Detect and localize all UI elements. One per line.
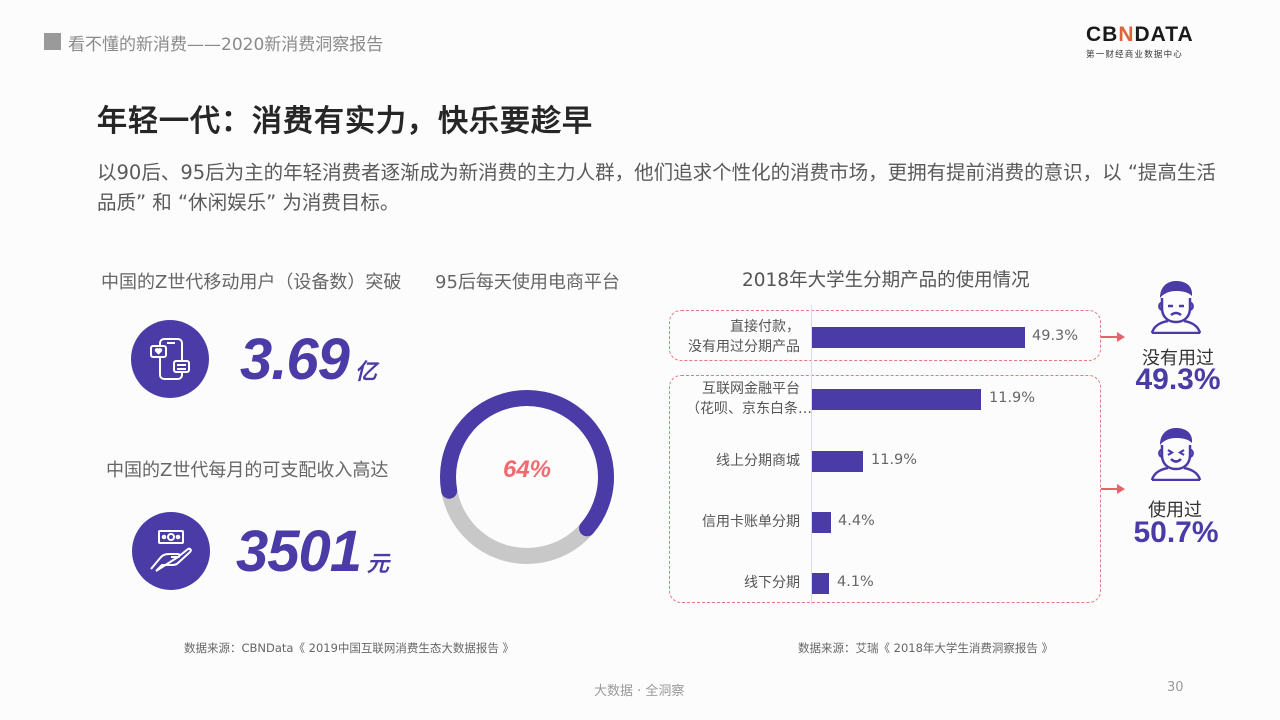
source-right: 数据来源：艾瑞《 2018年大学生消费洞察报告 》 (798, 641, 1054, 655)
bar-label: 线上分期商城 (716, 453, 800, 469)
logo-text-right: DATA (1134, 23, 1194, 46)
donut-percent: 64% (502, 456, 552, 483)
phone-chat-icon (131, 320, 209, 398)
bar-value: 49.3% (1032, 328, 1079, 344)
bar-internet-finance (812, 389, 981, 410)
sad-face-icon (1150, 281, 1202, 334)
ecommerce-label: 95后每天使用电商平台 (435, 272, 620, 293)
header-square-icon (44, 33, 61, 50)
logo-text-x: N (1118, 23, 1135, 46)
arrow-right-icon (1101, 332, 1125, 342)
not-used-label: 没有用过 (1142, 348, 1214, 369)
happy-face-icon (1150, 428, 1202, 481)
bar-value: 11.9% (989, 390, 1036, 406)
page-number: 30 (1167, 680, 1184, 695)
bar-credit-card (812, 512, 831, 533)
arrow-right-icon (1101, 484, 1125, 494)
logo-subtitle: 第一财经商业数据中心 (1086, 50, 1184, 60)
used-group-box (669, 375, 1101, 603)
bar-label: 信用卡账单分期 (702, 514, 800, 530)
chart-axis (811, 305, 812, 605)
not-used-value: 49.3% (1135, 363, 1221, 396)
intro-paragraph: 以90后、95后为主的年轻消费者逐渐成为新消费的主力人群，他们追求个性化的消费市… (97, 161, 1216, 214)
used-value: 50.7% (1133, 516, 1219, 549)
bar-label: 互联网金融平台 （花呗、京东白条… (686, 381, 812, 417)
bar-value: 4.1% (837, 574, 874, 590)
bar-label: 线下分期 (744, 575, 800, 591)
income-value: 3501 元 (236, 519, 390, 584)
footer-slogan: 大数据 · 全洞察 (594, 684, 685, 699)
cbndata-logo: CBNDATA 第一财经商业数据中心 (1086, 23, 1193, 61)
not-used-group-box (669, 310, 1101, 361)
ecommerce-donut-chart (440, 389, 614, 564)
bar-value: 11.9% (871, 452, 918, 468)
bar-value: 4.4% (838, 513, 875, 529)
income-label: 中国的Z世代每月的可支配收入高达 (106, 460, 389, 481)
used-label: 使用过 (1148, 500, 1202, 521)
logo-text-left: CB (1086, 23, 1119, 46)
chart-title: 2018年大学生分期产品的使用情况 (742, 270, 1030, 291)
report-title: 看不懂的新消费——2020新消费洞察报告 (68, 35, 384, 55)
bar-label: 直接付款， 没有用过分期产品 (688, 319, 800, 355)
mobile-users-label: 中国的Z世代移动用户（设备数）突破 (101, 272, 402, 293)
mobile-users-value: 3.69 亿 (240, 327, 377, 392)
bar-not-used (812, 327, 1025, 348)
bar-offline-installment (812, 573, 829, 594)
bar-online-installment-mall (812, 451, 863, 472)
page-title: 年轻一代：消费有实力，快乐要趁早 (97, 104, 593, 139)
hand-money-icon (132, 512, 210, 590)
source-left: 数据来源：CBNData《 2019中国互联网消费生态大数据报告 》 (184, 641, 515, 655)
